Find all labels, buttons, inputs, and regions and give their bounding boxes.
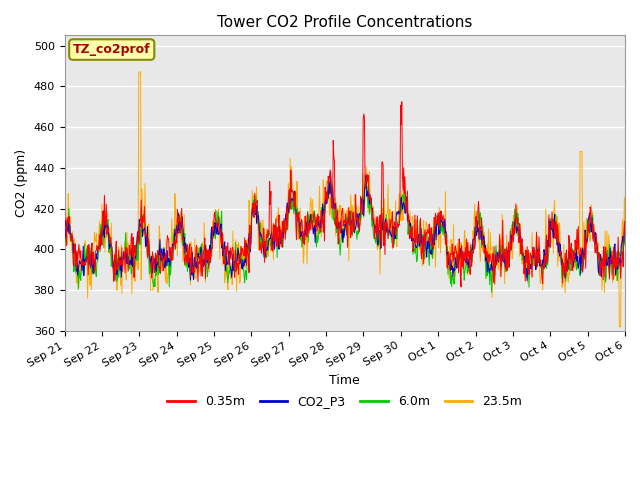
Line: CO2_P3: CO2_P3 [65, 171, 625, 280]
Line: 23.5m: 23.5m [65, 72, 625, 327]
23.5m [122, 252, 129, 258]
0.35m [122, 245, 129, 251]
CO2_P3 [300, 231, 308, 237]
6.0m [488, 289, 495, 295]
Legend: 0.35m, CO2_P3, 6.0m, 23.5m: 0.35m, CO2_P3, 6.0m, 23.5m [163, 390, 527, 413]
23.5m [460, 235, 468, 241]
23.5m [621, 222, 629, 228]
0.35m [398, 99, 406, 105]
0.35m [461, 258, 468, 264]
CO2_P3 [546, 241, 554, 247]
23.5m [207, 226, 215, 232]
23.5m [135, 69, 143, 75]
CO2_P3 [327, 168, 335, 174]
Text: TZ_co2prof: TZ_co2prof [73, 43, 150, 56]
6.0m [300, 232, 308, 238]
6.0m [361, 172, 369, 178]
X-axis label: Time: Time [330, 374, 360, 387]
CO2_P3 [524, 277, 531, 283]
0.35m [457, 284, 465, 290]
0.35m [207, 260, 214, 265]
CO2_P3 [483, 269, 491, 275]
0.35m [484, 259, 492, 265]
CO2_P3 [122, 251, 129, 256]
6.0m [483, 273, 491, 279]
CO2_P3 [61, 229, 68, 235]
CO2_P3 [621, 231, 629, 237]
CO2_P3 [460, 249, 468, 255]
6.0m [546, 236, 554, 242]
CO2_P3 [207, 251, 214, 257]
0.35m [300, 228, 308, 234]
6.0m [207, 253, 214, 259]
0.35m [621, 231, 629, 237]
6.0m [621, 242, 629, 248]
23.5m [545, 241, 553, 247]
Title: Tower CO2 Profile Concentrations: Tower CO2 Profile Concentrations [217, 15, 472, 30]
0.35m [61, 208, 68, 214]
23.5m [616, 324, 623, 330]
23.5m [301, 218, 308, 224]
0.35m [546, 240, 554, 246]
Line: 0.35m: 0.35m [65, 102, 625, 287]
Line: 6.0m: 6.0m [65, 175, 625, 292]
Y-axis label: CO2 (ppm): CO2 (ppm) [15, 149, 28, 217]
23.5m [483, 241, 491, 247]
6.0m [61, 232, 68, 238]
23.5m [61, 239, 68, 245]
6.0m [122, 230, 129, 236]
6.0m [460, 277, 468, 283]
